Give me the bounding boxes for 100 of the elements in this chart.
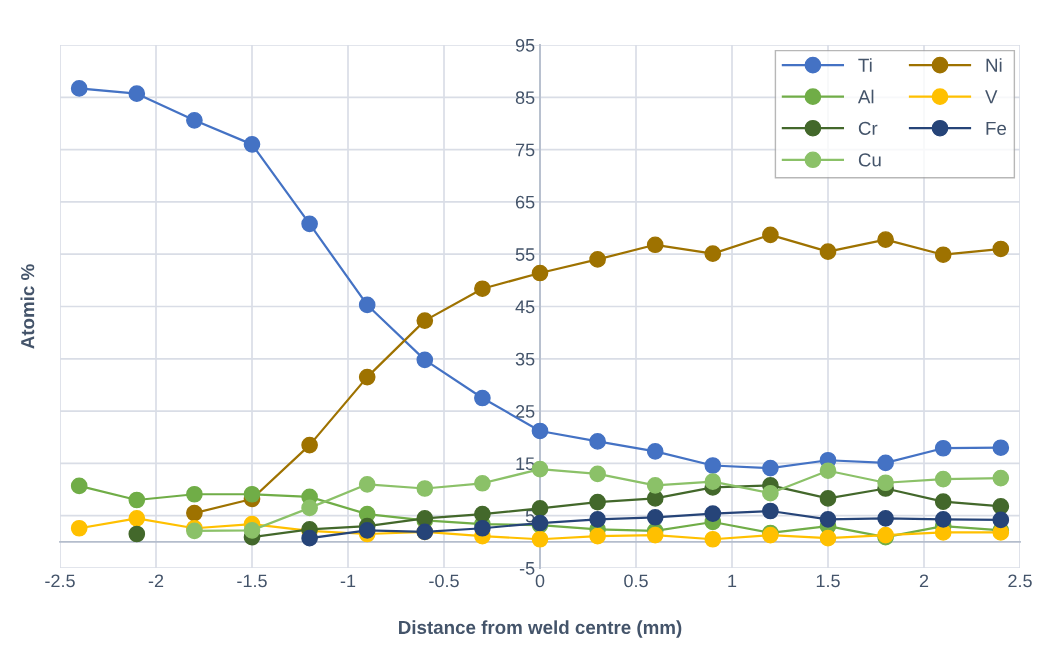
point xyxy=(704,530,722,548)
point xyxy=(589,493,606,511)
legend-label: Cr xyxy=(858,121,878,135)
point xyxy=(416,480,434,497)
y-tick-label: -5 xyxy=(519,562,535,575)
point xyxy=(358,475,376,493)
point xyxy=(877,454,894,472)
point xyxy=(186,504,203,522)
point xyxy=(877,474,894,492)
point xyxy=(358,368,376,386)
point xyxy=(301,529,318,547)
x-tick-label: -0.5 xyxy=(429,574,459,588)
point xyxy=(589,251,606,268)
legend-label: Ni xyxy=(986,58,1002,72)
y-tick-label: 75 xyxy=(515,143,535,157)
point xyxy=(243,136,261,153)
point xyxy=(416,351,434,369)
point xyxy=(301,436,318,454)
point xyxy=(531,530,549,548)
point xyxy=(70,477,88,495)
point xyxy=(992,240,1010,258)
point xyxy=(992,469,1010,487)
point xyxy=(474,474,491,492)
point xyxy=(474,389,491,407)
y-tick-label: 45 xyxy=(515,300,535,314)
point xyxy=(128,491,146,509)
point xyxy=(128,509,146,527)
point xyxy=(819,462,837,480)
point xyxy=(992,497,1010,515)
x-tick-label: 1.5 xyxy=(816,574,840,588)
point xyxy=(531,264,549,282)
point xyxy=(474,505,491,523)
legend-label: V xyxy=(985,90,998,104)
legend-label: Cu xyxy=(858,153,881,167)
point xyxy=(474,280,491,298)
legend-label: Al xyxy=(857,89,874,104)
point xyxy=(704,505,722,522)
point xyxy=(416,312,434,329)
point xyxy=(474,519,491,537)
point xyxy=(934,439,952,457)
legend-label: Fe xyxy=(986,121,1007,135)
point xyxy=(992,439,1010,457)
x-axis-title: Distance from weld centre (mm) xyxy=(399,620,682,638)
point xyxy=(704,245,722,263)
point xyxy=(589,511,606,528)
point xyxy=(186,111,203,129)
y-tick-label: 25 xyxy=(515,405,535,418)
y-tick-label: 85 xyxy=(515,91,535,105)
point xyxy=(243,522,261,539)
x-tick-label: -2 xyxy=(148,574,164,588)
y-tick-label: 35 xyxy=(515,352,535,366)
point xyxy=(70,80,88,97)
point xyxy=(358,296,376,314)
point xyxy=(934,511,952,528)
point xyxy=(992,511,1010,529)
point xyxy=(589,465,606,483)
point xyxy=(934,493,952,510)
point xyxy=(762,459,779,477)
point xyxy=(877,509,894,527)
point xyxy=(646,236,664,254)
y-axis-title: Atomic % xyxy=(20,264,35,349)
point xyxy=(589,527,606,545)
point xyxy=(934,470,952,488)
x-tick-label: -2.5 xyxy=(45,574,75,588)
legend-label: Ti xyxy=(858,58,872,72)
point xyxy=(70,519,88,537)
point xyxy=(704,473,722,491)
point xyxy=(819,243,837,260)
point xyxy=(762,226,779,244)
point xyxy=(646,443,664,460)
x-tick-label: 0.5 xyxy=(624,574,648,588)
point xyxy=(301,499,318,517)
y-tick-label: 55 xyxy=(515,248,535,261)
point xyxy=(704,457,722,474)
point xyxy=(762,484,779,502)
x-tick-label: -1.5 xyxy=(237,574,267,588)
point xyxy=(358,522,376,539)
point xyxy=(243,485,261,503)
point xyxy=(186,485,203,503)
point xyxy=(762,502,779,520)
point xyxy=(589,433,606,450)
point xyxy=(128,85,146,102)
point xyxy=(819,529,837,547)
x-tick-label: 0 xyxy=(535,574,545,588)
point xyxy=(128,525,146,543)
point xyxy=(934,246,952,264)
point xyxy=(646,526,664,544)
point xyxy=(819,490,837,507)
point xyxy=(819,511,837,528)
point xyxy=(531,422,549,440)
x-tick-label: 1 xyxy=(728,574,737,588)
x-tick-label: -1 xyxy=(340,574,356,588)
point xyxy=(646,508,664,526)
point xyxy=(877,231,894,248)
y-tick-label: 95 xyxy=(515,38,535,52)
y-tick-label: 65 xyxy=(515,195,535,209)
x-tick-label: 2 xyxy=(919,574,929,588)
x-tick-label: 2.5 xyxy=(1008,574,1032,588)
point xyxy=(646,477,664,494)
point xyxy=(301,215,318,233)
